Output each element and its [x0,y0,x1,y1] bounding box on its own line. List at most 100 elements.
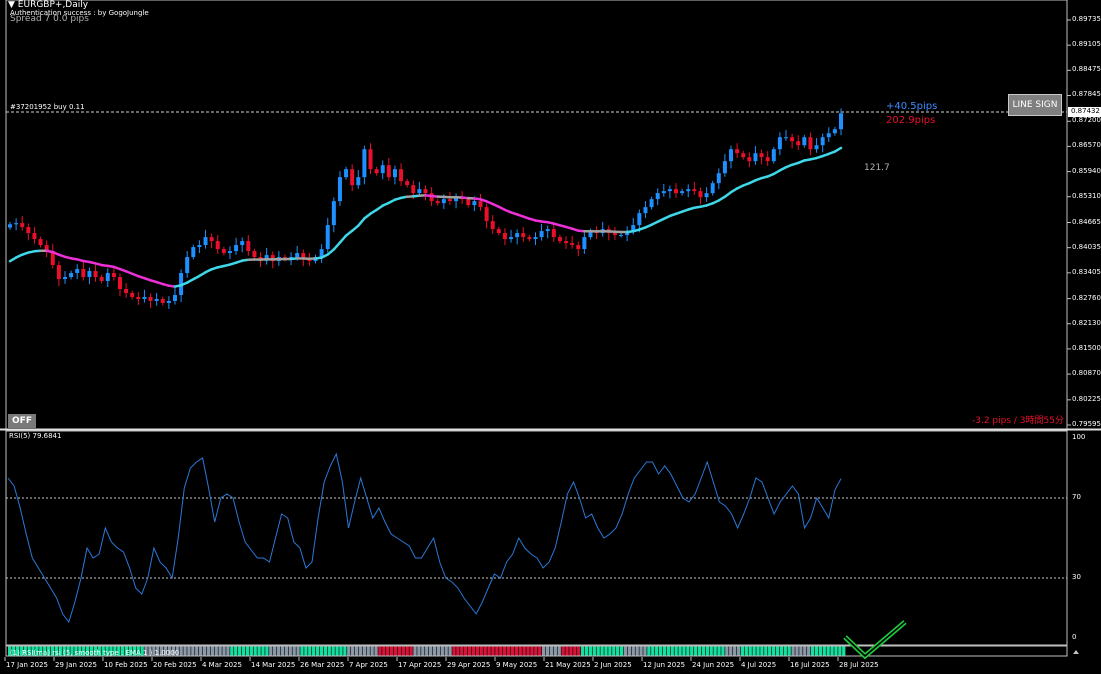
price-tick-label: 0.87845 [1072,90,1101,99]
strip-cell [202,646,207,656]
strip-cell [124,646,129,656]
strip-cell [409,646,413,656]
strip-cell [198,646,203,656]
strip-cell [35,646,39,656]
strip-cell [428,646,433,656]
strip-cell [822,646,826,656]
strip-cell [764,646,768,656]
strip-cell [66,646,70,656]
strip-cell [15,646,20,656]
strip-cell [323,646,328,656]
strip-cell [97,646,101,656]
candle-body [435,201,440,204]
strip-cell [343,646,347,656]
strip-cell [117,646,121,656]
line-sign-button[interactable]: LINE SIGN [1008,94,1062,116]
strip-cell [8,646,12,656]
strip-cell [27,646,31,656]
strip-cell [121,646,125,656]
candle-body [124,289,129,293]
indicator-strip-label: (1) RSI(ma) rsi (5, smooth type : EMA 1 … [10,649,180,657]
price-tick-label: 0.80225 [1072,394,1101,403]
strip-cell [19,646,23,656]
candle-body [69,273,74,278]
candle-body [142,296,147,299]
strip-cell [160,646,164,656]
candle-body [105,273,110,282]
strip-cell [249,646,253,656]
candle-body [111,273,116,278]
strip-cell [440,646,444,656]
strip-cell [775,646,780,656]
strip-cell [732,646,737,656]
candle-body [521,233,526,238]
strip-cell [296,646,300,656]
price-tick-label: 0.85940 [1072,166,1101,175]
strip-cell [304,646,308,656]
strip-cell [639,646,643,656]
strip-cell [261,646,265,656]
strip-cell [226,646,230,656]
candle-body [729,149,734,162]
strip-cell [339,646,343,656]
strip-cell [292,646,296,656]
candle-body [490,221,495,230]
bottom-status: -3.2 pips / 3時間55分 [972,416,1064,426]
auth-text: Authentication success : by GogoJungle [10,9,149,17]
candle-body [570,243,575,246]
candle-body [87,271,92,278]
strip-cell [495,646,499,656]
strip-cell [230,646,234,656]
strip-cell [347,646,351,656]
strip-cell [31,646,35,656]
candle-body [643,207,648,214]
strip-cell [315,646,320,656]
strip-cell [561,646,565,656]
strip-cell [534,646,538,656]
current-price-label: 0.87432 [1071,106,1100,115]
candle-body [209,237,214,242]
candle-body [344,169,349,178]
strip-cell [140,646,144,656]
rsi-line [7,452,842,624]
strip-cell [218,646,222,656]
strip-cell [655,646,659,656]
candle-body [81,269,86,278]
candle-body [117,277,122,290]
strip-cell [826,646,830,656]
rsi-level-label: 0 [1072,633,1077,641]
strip-cell [721,646,725,656]
price-tick-label: 0.83405 [1072,267,1101,276]
candle-body [631,225,636,232]
checkmark-inner [844,621,906,658]
candle-body [747,157,752,162]
strip-cell [195,646,199,656]
off-button[interactable]: OFF [8,414,36,428]
strip-cell [269,646,273,656]
strip-cell [756,646,760,656]
time-tick-label: 17 Jan 2025 [6,661,48,669]
strip-cell [237,646,242,656]
strip-cell [729,646,733,656]
strip-cell [752,646,756,656]
strip-cell [779,646,784,656]
time-tick-label: 28 Jul 2025 [839,661,879,669]
strip-cell [85,646,90,656]
strip-cell [300,646,304,656]
time-tick-label: 4 Mar 2025 [202,661,242,669]
current-price-tag [1068,106,1101,117]
candle-body [405,181,410,186]
candle-body [716,173,721,184]
candle-body [93,271,98,278]
dropdown-triangle-icon[interactable]: ▼ [8,0,15,10]
strip-cell [530,646,534,656]
strip-cell [175,646,179,656]
candle-body [612,233,617,236]
strip-cell [183,646,187,656]
price-tick-label: 0.89735 [1072,15,1101,23]
strip-cell [401,646,405,656]
candle-body [99,277,104,282]
strip-cell [58,646,62,656]
